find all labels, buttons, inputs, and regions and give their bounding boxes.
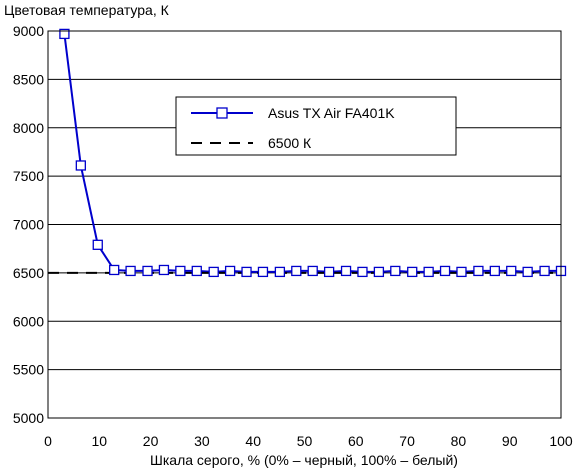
data-point	[158, 264, 170, 276]
x-tick-label: 100	[549, 433, 573, 449]
x-tick-label: 60	[348, 433, 364, 449]
data-point	[109, 264, 120, 276]
data-point	[439, 265, 451, 277]
data-point	[224, 265, 236, 277]
plot-border	[47, 30, 562, 419]
data-point	[423, 266, 434, 278]
x-tick-labels: 0 10 20 30 40 50 60 70 80 90 100	[44, 433, 573, 449]
data-markers	[59, 28, 567, 278]
x-tick-label: 10	[92, 433, 108, 449]
y-axis-title: Цветовая температура, К	[4, 2, 170, 18]
data-point	[191, 265, 202, 277]
gridlines	[48, 30, 561, 419]
data-point	[506, 265, 517, 277]
data-point	[390, 265, 401, 277]
x-tick-label: 0	[44, 433, 52, 449]
data-point	[473, 265, 484, 277]
y-tick-label: 6000	[13, 313, 44, 329]
data-point	[489, 265, 500, 277]
data-point	[357, 266, 368, 278]
data-point	[407, 266, 418, 278]
x-tick-label: 20	[143, 433, 159, 449]
data-point	[307, 265, 318, 277]
y-tick-label: 9000	[13, 23, 44, 39]
y-tick-label: 5500	[13, 362, 44, 378]
legend-marker-asus	[216, 107, 228, 119]
data-point	[208, 266, 219, 278]
x-tick-label: 50	[297, 433, 313, 449]
legend-box	[175, 96, 457, 156]
x-axis-title: Шкала серого, % (0% – черный, 100% – бел…	[150, 452, 458, 468]
y-tick-label: 6500	[13, 265, 44, 281]
legend: Asus TX Air FA401K 6500 К	[175, 96, 457, 156]
x-tick-label: 40	[245, 433, 261, 449]
y-tick-label: 7000	[13, 217, 44, 233]
data-point	[522, 266, 533, 278]
data-point	[59, 28, 70, 40]
data-point	[274, 266, 286, 278]
x-tick-label: 90	[502, 433, 518, 449]
data-point	[125, 265, 136, 277]
data-point	[539, 265, 550, 277]
data-point	[75, 160, 86, 171]
data-point	[142, 265, 153, 277]
data-point	[92, 239, 103, 250]
data-point	[241, 266, 252, 278]
data-point	[323, 266, 335, 278]
y-tick-label: 8500	[13, 71, 44, 87]
y-tick-label: 5000	[13, 410, 44, 426]
x-tick-label: 30	[194, 433, 210, 449]
data-point	[291, 265, 302, 277]
data-point	[175, 265, 186, 277]
data-point	[340, 265, 352, 277]
y-tick-labels: 5000 5500 6000 6500 7000 7500 8000 8500 9000	[13, 23, 44, 426]
y-tick-label: 7500	[13, 168, 44, 184]
data-point	[373, 266, 385, 278]
data-point	[456, 266, 467, 278]
y-tick-label: 8000	[13, 120, 44, 136]
legend-label-asus: Asus TX Air FA401K	[268, 105, 395, 121]
data-point	[257, 266, 269, 278]
legend-label-6500k: 6500 К	[268, 135, 312, 151]
x-tick-label: 80	[451, 433, 467, 449]
x-tick-label: 70	[399, 433, 415, 449]
